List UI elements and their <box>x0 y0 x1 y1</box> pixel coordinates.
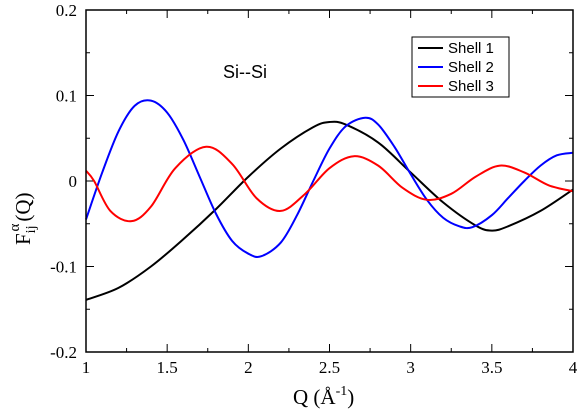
chart-annotation: Si--Si <box>223 62 267 82</box>
legend-entry-shell-1: Shell 1 <box>418 40 494 57</box>
x-tick-label: 3.5 <box>481 358 502 377</box>
y-label-suffix: (Q) <box>11 193 35 222</box>
y-tick-label: 0.2 <box>56 1 77 20</box>
y-axis-label: Fijα (Q) <box>7 193 39 245</box>
x-tick-label: 4 <box>569 358 578 377</box>
series-line-shell-2 <box>85 99 574 258</box>
y-tick-label: -0.2 <box>50 343 77 362</box>
x-label-unit: Å <box>320 385 336 409</box>
y-tick-label: -0.1 <box>50 258 77 277</box>
legend: Shell 1 Shell 2 Shell 3 <box>411 36 510 98</box>
x-tick-label: 3 <box>406 358 415 377</box>
y-label-sub: ij <box>24 226 39 234</box>
series-line-shell-3 <box>85 145 574 223</box>
legend-entry-shell-2: Shell 2 <box>418 59 494 76</box>
axes: 1 1.5 2 2.5 3 3.5 4 -0.2 -0.1 0 0.1 0.2 <box>50 1 578 377</box>
x-tick-label: 1 <box>82 358 91 377</box>
x-label-base: Q ( <box>293 385 320 409</box>
legend-label-shell-1: Shell 1 <box>448 40 494 57</box>
x-label-sup: -1 <box>336 384 348 399</box>
y-label-base: F <box>11 233 35 245</box>
x-tick-label: 2 <box>244 358 253 377</box>
x-tick-label: 2.5 <box>319 358 340 377</box>
x-tick-label: 1.5 <box>157 358 178 377</box>
y-tick-label: 0.1 <box>56 87 77 106</box>
y-tick-label: 0 <box>69 172 78 191</box>
x-axis-label: Q (Å-1) <box>293 384 354 409</box>
legend-label-shell-2: Shell 2 <box>448 59 494 76</box>
series-line-shell-1 <box>85 120 574 301</box>
y-label-sup: α <box>7 224 23 232</box>
x-label-close: ) <box>347 385 354 409</box>
legend-entry-shell-3: Shell 3 <box>418 78 494 95</box>
plot-frame <box>85 9 574 353</box>
legend-label-shell-3: Shell 3 <box>448 78 494 95</box>
series-lines <box>85 99 574 301</box>
